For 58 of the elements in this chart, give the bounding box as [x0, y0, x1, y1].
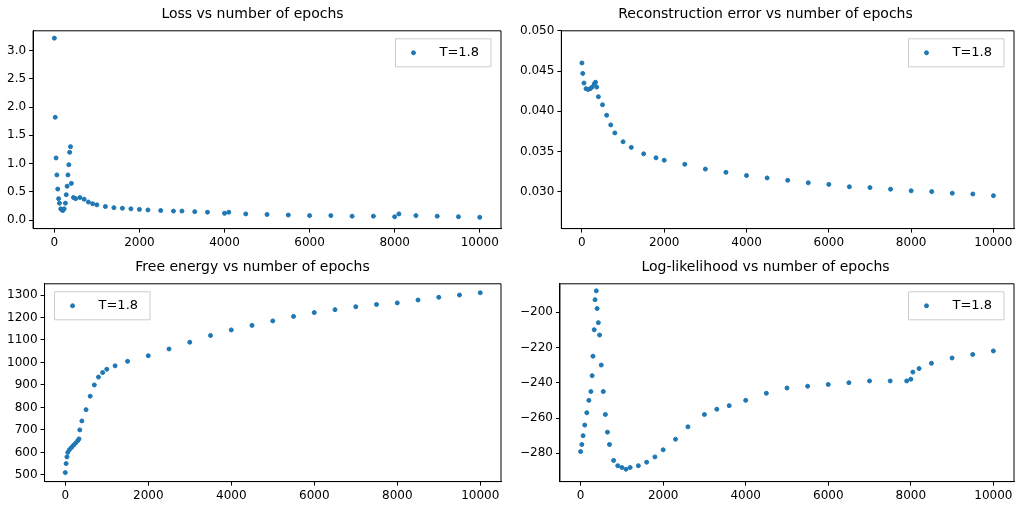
x-tick-label: 6000 [812, 487, 844, 502]
y-tick-label: −220 [519, 339, 553, 354]
x-tick-label: 4000 [216, 487, 247, 502]
x-tick-label: 8000 [379, 234, 410, 249]
y-tick-label: −280 [519, 445, 553, 460]
legend-label: T=1.8 [951, 297, 993, 313]
x-tick-label: 8000 [895, 234, 927, 249]
y-tick-label: 1.5 [6, 127, 27, 142]
x-tick-label: 0 [61, 487, 70, 502]
y-tick-label: 500 [14, 466, 38, 481]
x-tick-label: 2000 [133, 487, 164, 502]
x-tick-label: 10000 [974, 234, 1013, 249]
y-tick-label: 800 [14, 399, 38, 414]
x-tick-label: 0 [578, 234, 586, 249]
y-tick-label: 1300 [6, 287, 38, 302]
y-tick-label: 1000 [6, 354, 38, 369]
x-tick-label: 10000 [460, 234, 499, 249]
y-tick-label: −260 [519, 410, 553, 425]
legend-label: T=1.8 [438, 44, 480, 60]
y-tick-label: 0.045 [519, 63, 555, 78]
x-tick-label: 4000 [731, 234, 762, 249]
legend-label: T=1.8 [97, 297, 139, 313]
x-tick-label: 10000 [974, 487, 1013, 502]
y-tick-label: 0.050 [519, 22, 555, 37]
chart-title: Free energy vs number of epochs [135, 258, 370, 275]
y-tick-label: 1100 [6, 332, 38, 347]
x-tick-label: 4000 [730, 487, 761, 502]
y-tick-label: 700 [14, 422, 38, 437]
x-tick-label: 2000 [648, 234, 680, 249]
x-tick-label: 6000 [298, 487, 330, 502]
x-tick-label: 2000 [647, 487, 679, 502]
x-tick-label: 6000 [294, 234, 325, 249]
y-tick-label: −240 [519, 374, 553, 389]
y-tick-label: 0.030 [519, 183, 555, 198]
y-tick-label: 600 [14, 444, 38, 459]
x-tick-label: 0 [576, 487, 585, 502]
x-tick-label: 8000 [381, 487, 413, 502]
legend-label: T=1.8 [951, 44, 993, 60]
y-tick-label: −200 [519, 304, 553, 319]
y-tick-label: 0.0 [6, 212, 27, 227]
y-tick-label: 1.0 [6, 155, 27, 170]
y-tick-label: 3.0 [6, 42, 27, 57]
y-tick-label: 0.040 [519, 103, 555, 118]
x-tick-label: 6000 [813, 234, 845, 249]
y-tick-label: 1200 [6, 309, 38, 324]
y-tick-label: 2.0 [6, 99, 27, 114]
chart-title: Reconstruction error vs number of epochs [618, 5, 913, 22]
x-tick-label: 10000 [461, 487, 500, 502]
chart-title: Log-likelihood vs number of epochs [641, 258, 890, 275]
x-tick-label: 2000 [124, 234, 155, 249]
chart-title: Loss vs number of epochs [161, 5, 344, 22]
y-tick-label: 2.5 [6, 70, 27, 85]
y-tick-label: 0.035 [519, 143, 555, 158]
y-tick-label: 0.5 [6, 183, 27, 198]
y-tick-label: 900 [14, 377, 38, 392]
x-tick-label: 0 [50, 234, 59, 249]
x-tick-label: 4000 [209, 234, 240, 249]
x-tick-label: 8000 [895, 487, 927, 502]
